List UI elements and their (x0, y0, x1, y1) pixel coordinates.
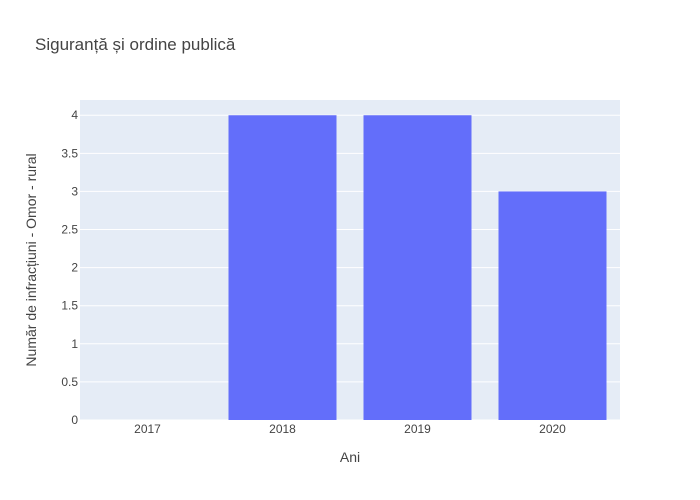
y-tick-label: 0.5 (61, 375, 78, 389)
x-tick-label: 2019 (404, 422, 431, 436)
bars-layer (228, 115, 607, 420)
y-tick-label: 3 (71, 184, 78, 198)
y-tick-label: 1 (71, 337, 78, 351)
x-tick-label: 2018 (269, 422, 296, 436)
x-axis-title: Ani (340, 449, 360, 465)
bar-2020[interactable] (498, 191, 607, 420)
y-tick-label: 4 (71, 108, 78, 122)
chart-title: Siguranță și ordine publică (35, 35, 236, 54)
y-tick-label: 3.5 (61, 146, 78, 160)
x-axis-ticks: 2017 2018 2019 2020 (134, 422, 566, 436)
x-tick-label: 2017 (134, 422, 161, 436)
y-tick-label: 2.5 (61, 223, 78, 237)
y-tick-label: 2 (71, 261, 78, 275)
y-axis-ticks: 0 0.5 1 1.5 2 2.5 3 3.5 4 (61, 108, 78, 427)
y-axis-title: Număr de infracțiuni - Omor - rural (23, 153, 39, 366)
y-tick-label: 1.5 (61, 299, 78, 313)
x-tick-label: 2020 (539, 422, 566, 436)
y-tick-label: 0 (71, 413, 78, 427)
bar-2018[interactable] (228, 115, 337, 420)
bar-2019[interactable] (363, 115, 472, 420)
